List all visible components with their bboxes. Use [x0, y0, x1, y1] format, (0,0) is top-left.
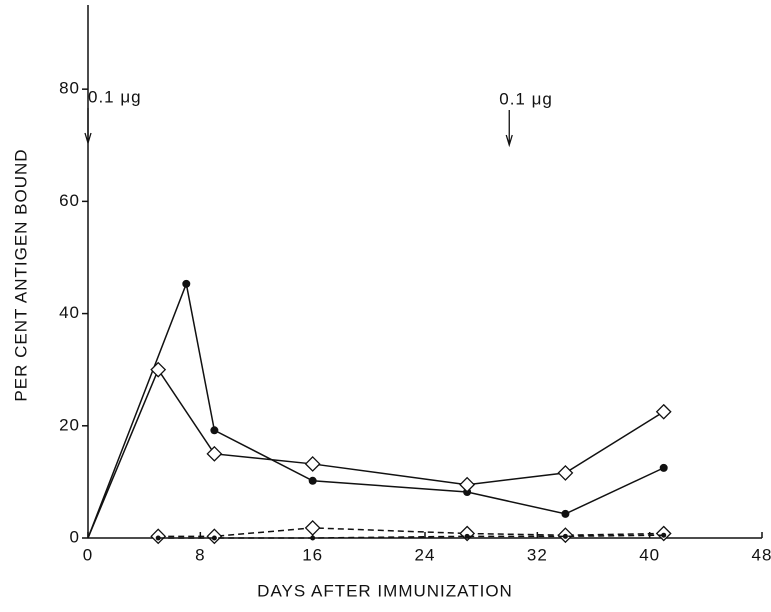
point: [211, 535, 217, 541]
series-line: [87, 368, 665, 539]
point: [206, 445, 223, 462]
point: [561, 509, 570, 518]
annotation: 0.1 μg: [499, 89, 553, 108]
point: [459, 525, 476, 542]
y-tick-label: 60: [59, 191, 80, 210]
x-tick-label: 0: [83, 545, 93, 564]
x-tick-label: 48: [752, 545, 771, 564]
x-tick-label: 8: [195, 545, 205, 564]
y-tick-label: 40: [59, 303, 80, 322]
y-axis-label: PER CENT ANTIGEN BOUND: [11, 148, 30, 401]
point: [155, 535, 161, 541]
point: [308, 476, 317, 485]
x-tick-label: 16: [302, 545, 323, 564]
point: [557, 464, 574, 481]
annotation-arrow: [84, 108, 92, 146]
point: [210, 426, 219, 435]
point: [659, 463, 668, 472]
series-line: [158, 534, 664, 539]
point: [304, 456, 321, 472]
annotation: 0.1 μg: [88, 87, 142, 106]
series-line: [87, 281, 665, 539]
point: [150, 361, 167, 378]
series-line: [158, 527, 664, 538]
y-tick-label: 0: [70, 527, 80, 546]
x-tick-label: 40: [639, 545, 660, 564]
point: [310, 535, 316, 541]
point: [464, 533, 470, 539]
point: [661, 532, 667, 538]
x-tick-label: 24: [415, 545, 436, 564]
point: [655, 403, 672, 420]
x-tick-label: 32: [527, 545, 548, 564]
point: [562, 533, 568, 539]
annotation-arrow: [505, 110, 513, 148]
point: [182, 279, 191, 288]
x-axis-label: DAYS AFTER IMMUNIZATION: [257, 581, 513, 600]
y-tick-label: 80: [59, 79, 80, 98]
y-tick-label: 20: [59, 415, 80, 434]
point: [304, 519, 321, 536]
point: [459, 476, 476, 493]
